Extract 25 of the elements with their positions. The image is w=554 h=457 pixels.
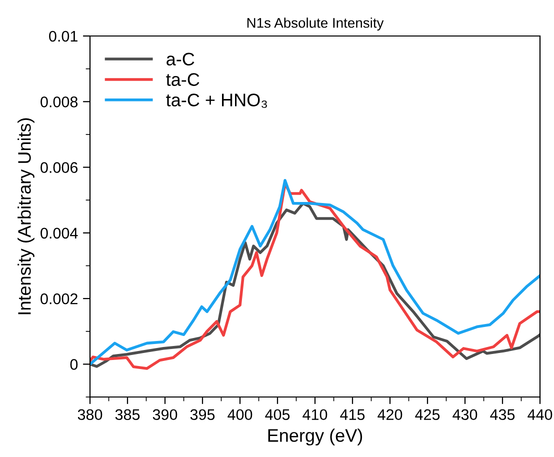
x-tick-label: 420 xyxy=(378,409,402,420)
x-tick-label: 395 xyxy=(190,409,215,420)
legend-label: ta-C xyxy=(166,73,200,86)
x-axis-title: Energy (eV) xyxy=(268,428,362,446)
x-tick-label: 380 xyxy=(78,409,102,420)
y-tick-label: 0.002 xyxy=(40,293,78,304)
x-tick-label: 435 xyxy=(490,409,515,420)
x-tick-label: 415 xyxy=(340,409,365,420)
legend-label: ta-C + HNO₃ xyxy=(166,94,267,108)
x-tick-label: 390 xyxy=(152,409,178,420)
x-tick-label: 400 xyxy=(228,409,252,420)
legend-label: a-C xyxy=(166,52,194,66)
x-tick-label: 385 xyxy=(115,409,140,420)
x-tick-label: 410 xyxy=(302,409,328,420)
y-tick-label: 0.01 xyxy=(49,30,78,42)
y-tick-label: 0.008 xyxy=(40,96,78,108)
y-tick-label: 0 xyxy=(70,359,78,370)
y-tick-label: 0.006 xyxy=(40,162,78,173)
x-tick-label: 425 xyxy=(415,409,440,420)
y-axis-title: Intensity (Arbitrary Units) xyxy=(18,118,34,314)
chart-title: N1s Absolute Intensity xyxy=(247,18,384,31)
y-tick-label: 0.004 xyxy=(40,228,78,239)
x-tick-label: 440 xyxy=(528,409,552,420)
x-tick-label: 405 xyxy=(265,409,290,420)
x-tick-label: 430 xyxy=(452,409,478,420)
